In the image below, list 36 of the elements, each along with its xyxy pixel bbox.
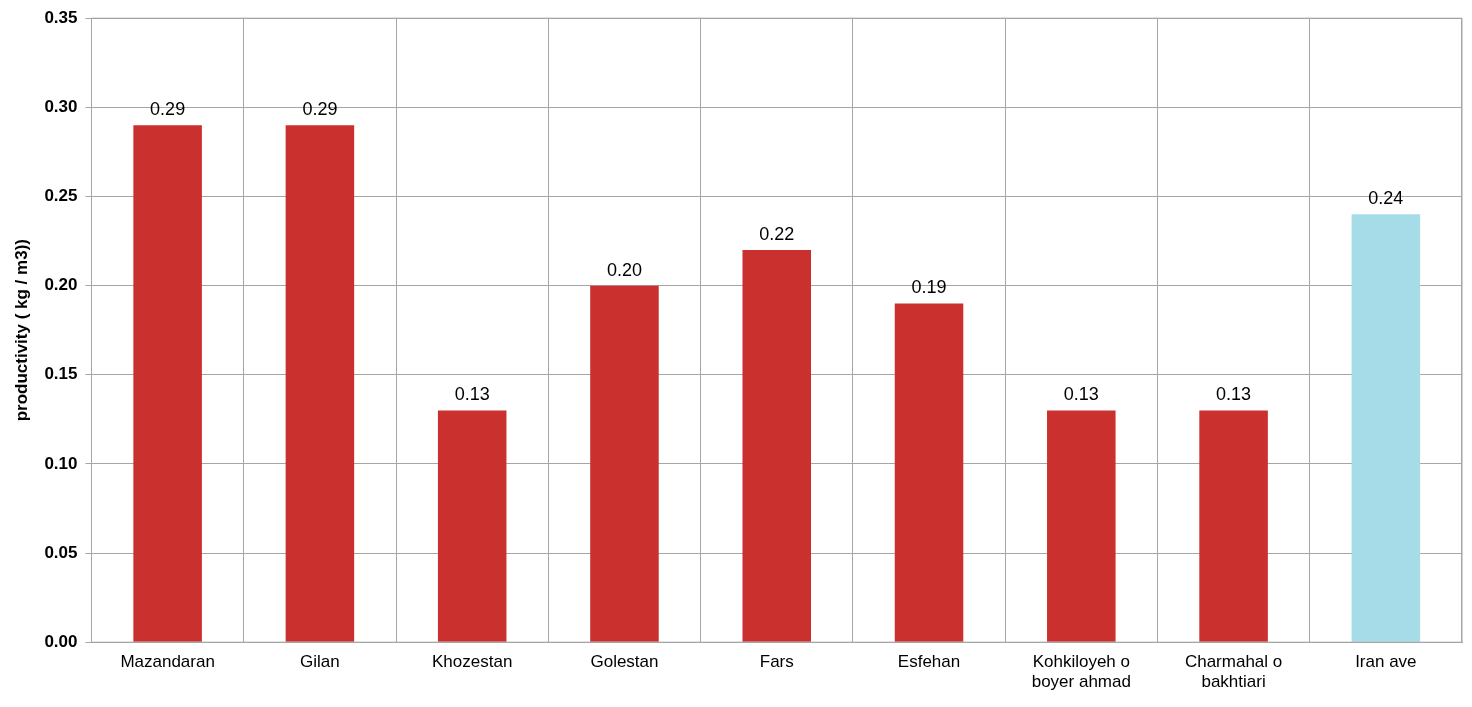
x-tick-label: Charmahal o bakhtiari — [1184, 652, 1283, 692]
y-tick-label: 0.10 — [44, 453, 78, 473]
data-label: 0.24 — [1368, 188, 1404, 209]
bar — [742, 249, 812, 642]
bar — [437, 410, 507, 642]
x-tick-label: Mazandaran — [120, 652, 215, 672]
x-tick-label: Kohkiloyeh o boyer ahmad — [1031, 652, 1131, 692]
y-tick-label: 0.00 — [44, 631, 78, 651]
y-tick-label: 0.05 — [44, 542, 78, 562]
data-label: 0.29 — [302, 99, 338, 120]
bar — [894, 303, 964, 642]
x-tick-label: Gilan — [300, 652, 340, 672]
x-tick-label: Iran ave — [1355, 652, 1417, 672]
data-label: 0.13 — [454, 384, 490, 405]
x-tick-label: Esfehan — [897, 652, 961, 672]
bar — [1047, 410, 1116, 642]
x-tick-label: Golestan — [590, 652, 659, 672]
y-tick-label: 0.15 — [44, 364, 78, 384]
y-tick-label: 0.30 — [44, 97, 78, 117]
data-label: 0.20 — [606, 259, 642, 280]
y-tick-label: 0.35 — [44, 7, 78, 27]
x-tick-label: Fars — [759, 652, 794, 672]
bar — [133, 125, 202, 642]
data-label: 0.13 — [1063, 384, 1099, 405]
bar — [1199, 410, 1268, 642]
data-label: 0.19 — [911, 277, 947, 298]
y-tick-label: 0.25 — [44, 186, 78, 206]
x-tick-label: Khozestan — [432, 652, 513, 672]
data-label: 0.13 — [1216, 384, 1252, 405]
bar — [590, 285, 659, 642]
y-axis-title: productivity ( kg / m3)) — [11, 239, 31, 422]
bar — [285, 125, 355, 642]
y-tick-label: 0.20 — [44, 275, 78, 295]
bar — [1351, 214, 1421, 642]
data-label: 0.29 — [150, 99, 186, 120]
data-label: 0.22 — [759, 223, 795, 244]
